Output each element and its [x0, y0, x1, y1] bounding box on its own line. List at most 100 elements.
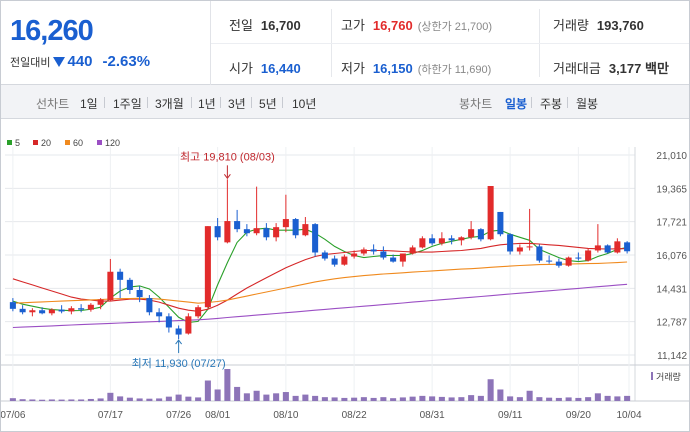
- candle-body: [107, 271, 114, 301]
- candle-body: [624, 242, 631, 252]
- ma-line-20: [12, 242, 628, 312]
- volume-bar: [87, 398, 94, 401]
- period-1w[interactable]: 1주일: [113, 97, 142, 111]
- candle-body: [380, 251, 387, 258]
- volume-bar: [516, 397, 523, 401]
- candle-body: [585, 250, 592, 261]
- x-tick-label: 08/01: [205, 410, 230, 421]
- volume-bar: [224, 369, 231, 401]
- volume-bar: [302, 394, 309, 401]
- volume-bar: [292, 395, 299, 401]
- candle-body: [321, 252, 328, 259]
- y-tick-label: 17,721: [656, 218, 687, 229]
- x-tick-label: 08/31: [420, 410, 445, 421]
- low-arrow-head: [175, 339, 183, 345]
- volume-bar: [341, 397, 348, 401]
- volume-bar: [9, 398, 16, 401]
- stat-label: 전일: [229, 18, 253, 33]
- candle-body: [175, 328, 182, 335]
- volume-bar: [78, 399, 85, 401]
- volume-bar: [351, 397, 358, 401]
- volume-bar: [438, 396, 445, 401]
- candle-body: [19, 308, 26, 313]
- candle-body: [39, 310, 46, 314]
- x-axis: 07/06 07/17 07/26 08/01 08/10 08/22 08/31 09/11…: [1, 410, 642, 421]
- volume-bar: [585, 397, 592, 401]
- divider: [567, 97, 568, 108]
- candle-body: [58, 309, 65, 312]
- candle-body: [78, 308, 85, 310]
- candle-body: [526, 246, 533, 248]
- period-10y[interactable]: 10년: [292, 97, 317, 111]
- volume-bar: [546, 397, 553, 401]
- candle-daily[interactable]: 일봉: [505, 97, 528, 111]
- candle-body: [273, 227, 280, 238]
- candle-body: [117, 271, 124, 280]
- chart-annotations: 최고 19,810 (08/03) 최저 11,930 (07/27): [132, 150, 275, 370]
- candle-body: [546, 260, 553, 262]
- volume-bar: [126, 397, 133, 401]
- period-1y[interactable]: 1년: [198, 97, 216, 111]
- volume-bar: [136, 398, 143, 401]
- candle-body: [195, 307, 202, 317]
- ma-line-60: [12, 261, 628, 304]
- x-tick-label: 10/04: [616, 410, 641, 421]
- down-triangle-icon: [53, 56, 66, 67]
- candle-body: [507, 234, 514, 252]
- volume-bar: [399, 397, 406, 401]
- candle-body: [156, 312, 163, 317]
- x-tick-label: 08/22: [342, 410, 367, 421]
- volume-bar: [507, 396, 514, 401]
- candle-body: [282, 219, 289, 228]
- period-1d[interactable]: 1일: [80, 97, 98, 111]
- candle-monthly[interactable]: 월봉: [576, 97, 599, 111]
- volume-bar: [565, 397, 572, 401]
- volume-bar: [19, 399, 26, 401]
- high-arrow-head: [223, 174, 231, 180]
- volume-bar: [48, 399, 55, 401]
- candle-body: [555, 261, 562, 266]
- stat-label: 시가: [229, 61, 253, 76]
- divider: [251, 97, 252, 108]
- candle-body: [370, 249, 377, 252]
- x-tick-label: 07/06: [1, 410, 26, 421]
- stat-label: 거래대금: [553, 61, 601, 76]
- volume-bar: [185, 396, 192, 401]
- volume-bar: [234, 386, 241, 401]
- candle-body: [126, 279, 133, 290]
- stat-value: 16,700: [260, 18, 301, 33]
- volume-bar: [165, 396, 172, 401]
- volume-bar: [624, 395, 631, 401]
- candle-body: [214, 226, 221, 238]
- candles: [9, 179, 631, 340]
- volume-bar: [253, 390, 260, 401]
- volume-bar: [448, 397, 455, 401]
- candle-body: [165, 316, 172, 328]
- stat-amount: 거래대금 3,177 백만: [553, 58, 669, 77]
- stat-value: 3,177 백만: [608, 61, 669, 76]
- volume-bar: [58, 399, 65, 401]
- stat-low: 저가 16,150 (하한가 11,690): [341, 58, 491, 77]
- candlestick-chart[interactable]: 5 20 60 120 21,010 19,365 17,721 16,076 14,431 1…: [1, 119, 689, 431]
- volume-bar: [614, 396, 621, 401]
- period-3m[interactable]: 3개월: [155, 97, 184, 111]
- x-tick-label: 07/17: [98, 410, 123, 421]
- period-3y[interactable]: 3년: [228, 97, 246, 111]
- y-tick-label: 21,010: [656, 151, 687, 162]
- volume-bar: [156, 398, 163, 401]
- candle-body: [448, 238, 455, 241]
- legend-label: 60: [73, 138, 83, 148]
- candle-chart-label: 봉차트: [459, 97, 493, 111]
- candle-body: [351, 253, 358, 257]
- legend-swatch: [65, 140, 70, 145]
- y-tick-label: 16,076: [656, 251, 687, 262]
- candle-weekly[interactable]: 주봉: [540, 97, 563, 111]
- period-5y[interactable]: 5년: [259, 97, 277, 111]
- y-axis: 21,010 19,365 17,721 16,076 14,431 12,787 11,1…: [656, 151, 687, 362]
- stat-value: 16,760: [372, 18, 413, 33]
- candle-body: [48, 309, 55, 314]
- legend-label: 20: [41, 138, 51, 148]
- candle-body: [429, 238, 436, 244]
- candle-body: [29, 310, 36, 313]
- low-annotation: 최저 11,930 (07/27): [132, 357, 226, 370]
